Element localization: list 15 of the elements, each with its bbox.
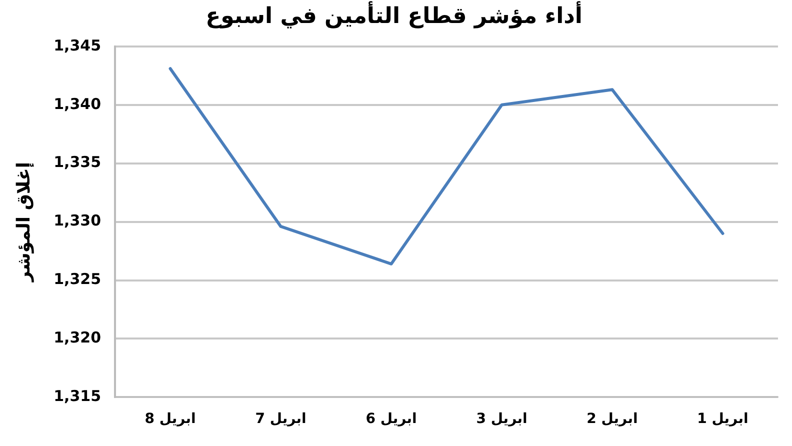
y-tick-label: 1,335: [54, 153, 102, 172]
y-axis-title: إغلاق المؤشر: [13, 162, 34, 283]
x-tick-label: 7 ابريل: [255, 411, 306, 428]
x-tick-label: 6 ابريل: [366, 411, 417, 428]
y-tick-label: 1,330: [54, 212, 102, 230]
x-tick-label: 8 ابريل: [144, 411, 196, 428]
y-tick-label: 1,320: [54, 328, 102, 347]
x-tick-label: 2 ابريل: [586, 411, 638, 428]
y-tick-label: 1,345: [54, 36, 102, 54]
x-tick-label: 3 ابريل: [476, 411, 528, 428]
y-tick-label: 1,340: [54, 94, 102, 113]
x-tick-label: 1 ابريل: [697, 411, 748, 428]
y-tick-label: 1,315: [54, 387, 102, 406]
y-tick-label: 1,325: [54, 270, 102, 288]
chart-title: أداء مؤشر قطاع التأمين في اسبوع: [206, 0, 582, 29]
